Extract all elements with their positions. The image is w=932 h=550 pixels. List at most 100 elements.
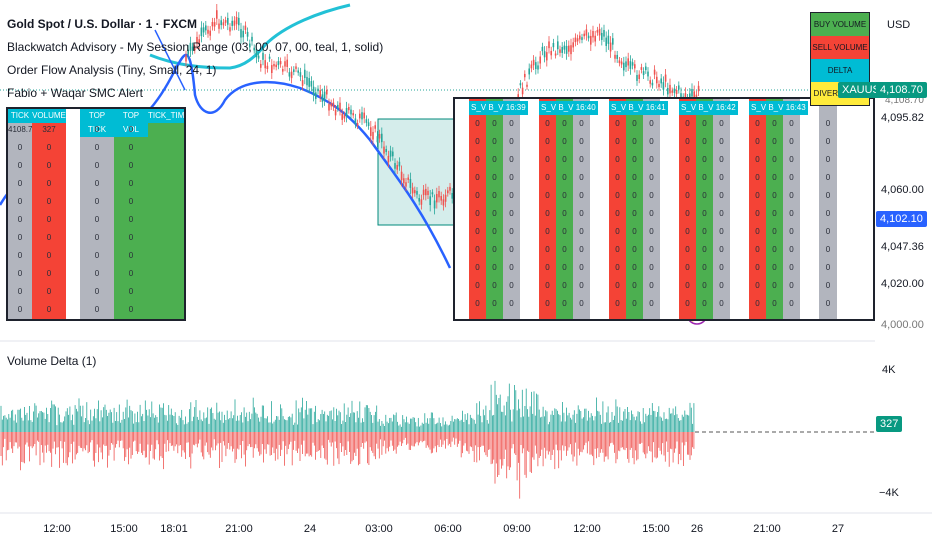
time-table-cell: 0 bbox=[579, 209, 584, 218]
time-table-cell: 0 bbox=[825, 245, 831, 254]
time-label-6: 03:00 bbox=[365, 523, 393, 535]
candle-body bbox=[695, 94, 698, 99]
time-table-cell: 0 bbox=[475, 281, 480, 290]
candle-body bbox=[198, 39, 200, 45]
candle-body bbox=[614, 54, 616, 59]
time-table-cell: 0 bbox=[685, 263, 690, 272]
left-table-cell: 0 bbox=[128, 179, 134, 188]
candle-body bbox=[440, 195, 442, 201]
candle-body bbox=[348, 107, 350, 111]
time-table-cell: 0 bbox=[825, 209, 831, 218]
price-label-1: 4,095.82 bbox=[881, 112, 924, 124]
candle-body bbox=[308, 78, 310, 87]
time-table-cell: 0 bbox=[579, 263, 584, 272]
indicator-order-flow[interactable]: Order Flow Analysis (Tiny, Small, 24, 1) bbox=[7, 63, 217, 77]
indicator-smc-alert[interactable]: Fabio + Waqar SMC Alert bbox=[7, 86, 143, 100]
candle-body bbox=[227, 17, 229, 25]
candle-body bbox=[634, 64, 636, 69]
left-table-column bbox=[114, 109, 148, 319]
candle-body bbox=[603, 29, 605, 37]
candle-body bbox=[392, 151, 394, 157]
candle-body bbox=[367, 122, 370, 126]
current-price-tag[interactable]: 4,108.70 bbox=[876, 82, 927, 98]
candle-body bbox=[563, 45, 566, 50]
time-table-cell: 0 bbox=[632, 245, 637, 254]
time-table-cell: 0 bbox=[545, 173, 550, 182]
time-table-column bbox=[679, 99, 696, 319]
time-table-cell: 0 bbox=[755, 119, 760, 128]
time-table-cell: 0 bbox=[579, 227, 584, 236]
left-table-cell: 0 bbox=[128, 251, 134, 260]
candle-body bbox=[669, 84, 671, 94]
left-table-cell: 0 bbox=[46, 233, 52, 242]
candle-body bbox=[304, 69, 306, 79]
time-label-13: 27 bbox=[831, 523, 845, 535]
time-table-cell: 0 bbox=[702, 191, 707, 200]
time-table-cell: 0 bbox=[632, 137, 637, 146]
time-table-cell: 0 bbox=[789, 281, 794, 290]
time-label-5: 24 bbox=[303, 523, 317, 535]
candle-body bbox=[343, 115, 346, 119]
candle-body bbox=[697, 85, 700, 92]
candle-body bbox=[673, 88, 676, 93]
time-table-cell: 0 bbox=[492, 119, 497, 128]
volume-current-tag[interactable]: 327 bbox=[876, 416, 903, 432]
candle-body bbox=[238, 17, 240, 26]
left-table-header: VOLUME bbox=[32, 109, 66, 123]
time-table-cell: 0 bbox=[685, 119, 690, 128]
candle-body bbox=[326, 89, 328, 95]
time-table-cell: 0 bbox=[562, 263, 567, 272]
time-label-3: 18:01 bbox=[160, 523, 188, 535]
blue-price-tag[interactable]: 4,102.10 bbox=[876, 211, 927, 227]
time-table-cell: 0 bbox=[562, 191, 567, 200]
left-table-header: TOP TICK bbox=[80, 109, 114, 137]
time-table-cell: 0 bbox=[755, 227, 760, 236]
left-table-cell: 0 bbox=[17, 161, 23, 170]
time-table-cell: 0 bbox=[755, 245, 760, 254]
time-table-cell: 0 bbox=[562, 155, 567, 164]
candle-body bbox=[350, 109, 352, 115]
candle-body bbox=[315, 92, 317, 99]
candle-body bbox=[374, 125, 376, 129]
candle-body bbox=[572, 42, 574, 48]
time-label-9: 12:00 bbox=[573, 523, 601, 535]
left-table-cell: 327 bbox=[42, 125, 56, 134]
candle-body bbox=[279, 61, 282, 65]
chart-title[interactable]: Gold Spot / U.S. Dollar · 1 · FXCM bbox=[7, 17, 198, 31]
currency-label[interactable]: USD bbox=[887, 19, 911, 31]
candle-body bbox=[339, 102, 341, 110]
candle-body bbox=[449, 186, 451, 191]
candle-body bbox=[330, 103, 332, 107]
time-table-header: S_V B_V 16:39 bbox=[469, 101, 528, 115]
time-table-cell: 0 bbox=[755, 299, 760, 308]
time-table-cell: 0 bbox=[632, 191, 637, 200]
candle-body bbox=[596, 30, 599, 33]
candle-body bbox=[631, 62, 634, 66]
candle-body bbox=[288, 72, 291, 77]
candle-body bbox=[196, 36, 198, 44]
volume-pane-title[interactable]: Volume Delta (1) bbox=[7, 354, 97, 368]
candle-body bbox=[213, 22, 216, 27]
candle-body bbox=[378, 134, 381, 139]
time-table-cell: 0 bbox=[579, 245, 584, 254]
candle-body bbox=[444, 194, 447, 202]
indicator-session-range[interactable]: Blackwatch Advisory - My Session Range (… bbox=[7, 40, 384, 54]
time-table-cell: 0 bbox=[632, 227, 637, 236]
candle-body bbox=[356, 123, 359, 126]
candle-body bbox=[244, 25, 247, 30]
candle-body bbox=[389, 150, 392, 157]
candle-body bbox=[268, 56, 271, 59]
order-flow-time-table: 0 0 0 0 0 0 0 0 0 0 0 0 0 0 0 0 0 0 0 0 0 0 0 0 0 0 0 0 0 0 0 0 0 S_V B_V… bbox=[453, 97, 875, 321]
time-table-cell: 0 bbox=[475, 227, 480, 236]
candle-body bbox=[594, 35, 596, 42]
time-table-cell: 0 bbox=[685, 137, 690, 146]
legend-buy-volume: BUY VOLUME bbox=[811, 13, 869, 36]
candle-body bbox=[521, 87, 524, 95]
candle-body bbox=[689, 93, 691, 101]
time-table-cell: 0 bbox=[825, 155, 831, 164]
candle-body bbox=[442, 199, 445, 206]
candle-body bbox=[524, 73, 526, 78]
time-table-cell: 0 bbox=[475, 191, 480, 200]
time-table-cell: 0 bbox=[509, 299, 514, 308]
candle-body bbox=[568, 45, 570, 52]
